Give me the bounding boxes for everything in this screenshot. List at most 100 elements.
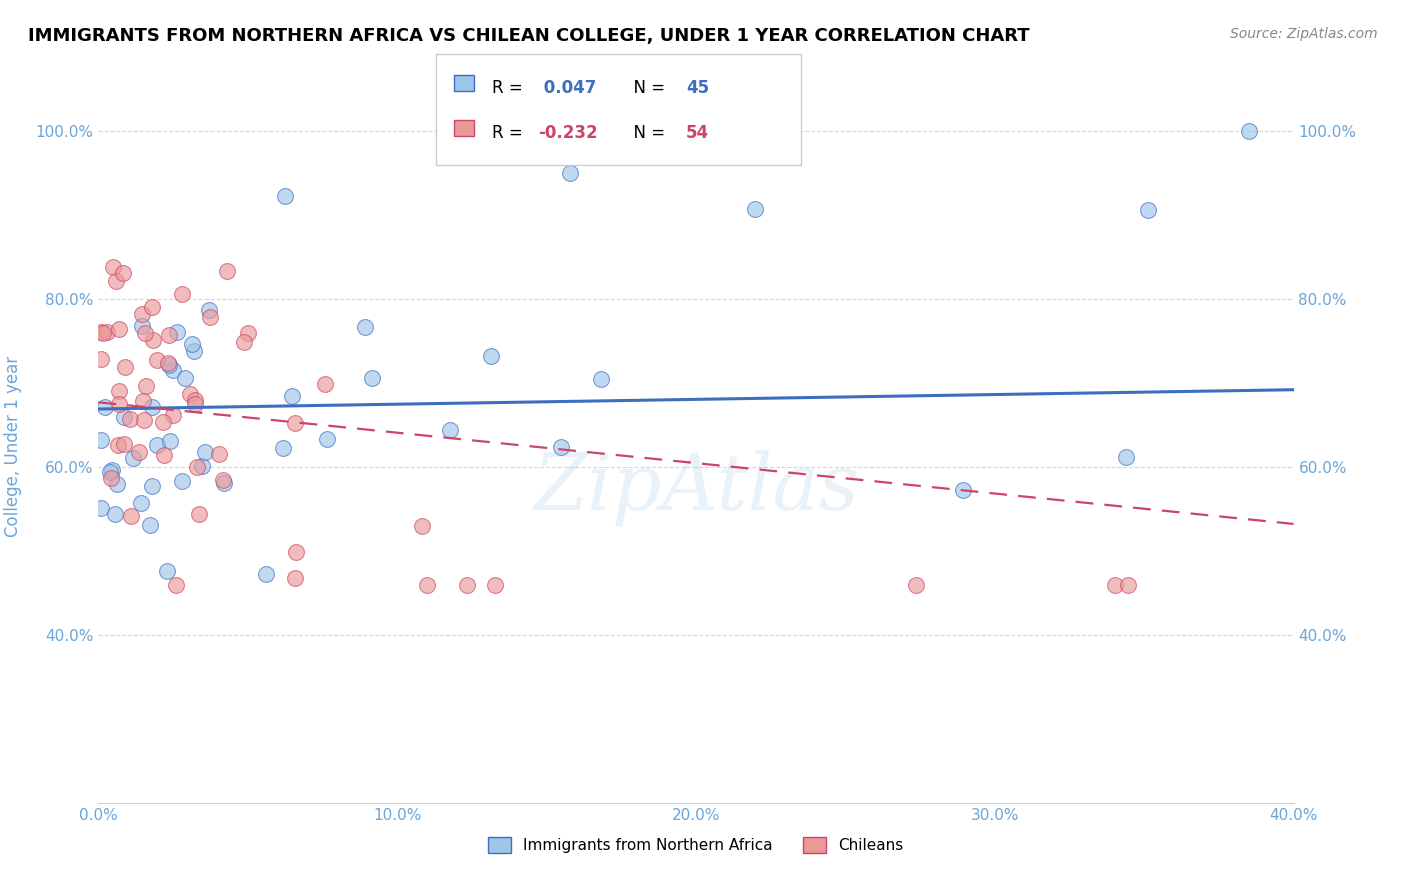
Point [104, 508, 127, 522]
Point [135, 379, 157, 393]
Point [190, 458, 212, 473]
Point [1115, 450, 1137, 464]
Point [1137, 203, 1160, 218]
Point [131, 307, 153, 321]
Point [281, 389, 304, 403]
Point [108, 322, 131, 336]
Text: IMMIGRANTS FROM NORTHERN AFRICA VS CHILEAN COLLEGE, UNDER 1 YEAR CORRELATION CHA: IMMIGRANTS FROM NORTHERN AFRICA VS CHILE… [28, 27, 1029, 45]
Point [141, 300, 163, 314]
Point [153, 448, 176, 462]
Point [90, 501, 112, 516]
Point [183, 343, 205, 358]
Point [162, 408, 184, 422]
Point [484, 577, 506, 591]
Text: 45: 45 [686, 79, 709, 97]
Point [100, 471, 122, 485]
Point [98, 465, 121, 479]
Point [142, 333, 165, 347]
Point [194, 445, 217, 459]
Point [128, 445, 150, 459]
Point [184, 392, 207, 407]
Text: N =: N = [623, 79, 671, 97]
Point [215, 264, 238, 278]
Point [197, 303, 219, 318]
Point [157, 327, 180, 342]
Point [107, 476, 129, 491]
Point [157, 358, 180, 372]
Point [101, 260, 124, 274]
Point [107, 397, 129, 411]
Text: R =: R = [492, 79, 529, 97]
Point [558, 166, 581, 180]
Point [314, 376, 336, 391]
Point [415, 577, 437, 591]
Point [156, 355, 179, 369]
Point [479, 349, 502, 363]
Point [122, 451, 145, 466]
Point [1104, 577, 1126, 591]
Text: ZipAtlas: ZipAtlas [533, 450, 859, 527]
Point [165, 577, 187, 591]
Point [90, 326, 112, 340]
Point [744, 202, 766, 216]
Point [141, 400, 163, 414]
Point [184, 397, 207, 411]
Point [134, 326, 156, 340]
Point [166, 325, 188, 339]
Point [456, 577, 478, 591]
Point [284, 417, 307, 431]
Point [233, 334, 256, 349]
Point [145, 352, 167, 367]
Point [139, 518, 162, 533]
Point [132, 413, 155, 427]
Point [162, 362, 184, 376]
Point [439, 423, 461, 437]
Text: R =: R = [492, 124, 529, 142]
Point [111, 266, 134, 280]
Point [96, 325, 118, 339]
Point [589, 371, 612, 385]
Y-axis label: College, Under 1 year: College, Under 1 year [4, 355, 21, 537]
Point [108, 384, 131, 398]
Point [112, 437, 135, 451]
Point [271, 441, 294, 455]
Point [146, 438, 169, 452]
Point [131, 319, 153, 334]
Point [118, 412, 141, 426]
Point [156, 564, 179, 578]
Text: -0.232: -0.232 [538, 124, 598, 142]
Point [114, 360, 136, 375]
Point [90, 433, 112, 447]
Point [112, 409, 135, 424]
Point [152, 416, 174, 430]
Point [101, 462, 124, 476]
Point [173, 371, 195, 385]
Point [411, 519, 433, 533]
Point [141, 478, 163, 492]
Point [316, 432, 339, 446]
Point [129, 495, 152, 509]
Point [353, 320, 375, 334]
Legend: Immigrants from Northern Africa, Chileans: Immigrants from Northern Africa, Chilean… [482, 831, 910, 859]
Point [90, 352, 112, 367]
Point [1237, 124, 1260, 138]
Point [283, 571, 305, 585]
Point [181, 336, 204, 351]
Point [360, 370, 382, 384]
Point [120, 508, 142, 523]
Point [285, 545, 308, 559]
Point [254, 566, 277, 581]
Point [1118, 577, 1140, 591]
Text: 0.047: 0.047 [538, 79, 598, 97]
Point [212, 473, 235, 487]
Point [274, 189, 297, 203]
Point [132, 394, 155, 409]
Point [212, 475, 235, 490]
Point [179, 386, 201, 401]
Text: 54: 54 [686, 124, 709, 142]
Text: Source: ZipAtlas.com: Source: ZipAtlas.com [1230, 27, 1378, 41]
Point [550, 440, 572, 454]
Point [952, 483, 974, 497]
Point [159, 434, 181, 449]
Point [198, 310, 221, 324]
